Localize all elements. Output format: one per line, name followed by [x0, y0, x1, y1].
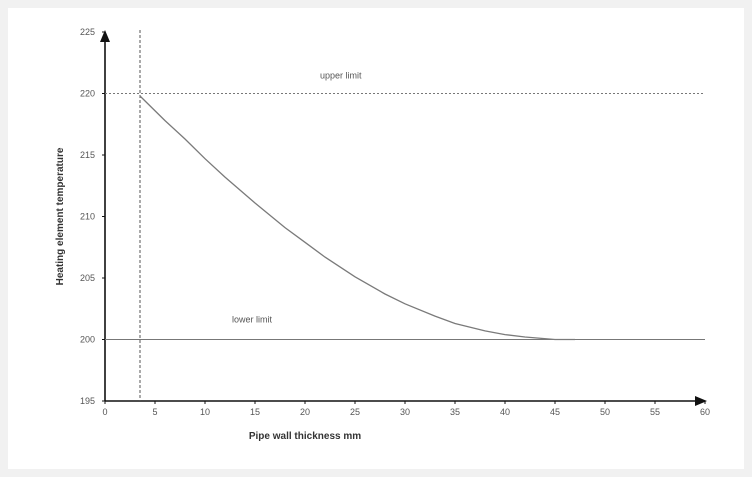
x-tick-labels: 0 5 10 15 20 25 30 35 40 45 50 55 60	[102, 401, 710, 417]
y-tick-label: 205	[80, 273, 95, 283]
chart-frame: 0 5 10 15 20 25 30 35 40 45 50 55 60 195 200 205 210 215…	[8, 8, 744, 469]
lower-limit-label: lower limit	[232, 315, 273, 325]
x-tick-label: 35	[450, 407, 460, 417]
y-tick-label: 215	[80, 150, 95, 160]
temperature-curve	[139, 95, 575, 341]
chart-svg: 0 5 10 15 20 25 30 35 40 45 50 55 60 195 200 205 210 215…	[55, 27, 710, 442]
x-tick-label: 5	[152, 407, 157, 417]
x-tick-label: 20	[300, 407, 310, 417]
y-tick-label: 225	[80, 27, 95, 37]
upper-limit-label: upper limit	[320, 71, 362, 81]
x-tick-label: 10	[200, 407, 210, 417]
y-axis-arrow-icon	[100, 30, 110, 42]
y-tick-label: 220	[80, 89, 95, 99]
x-tick-label: 50	[600, 407, 610, 417]
x-tick-label: 15	[250, 407, 260, 417]
x-tick-label: 25	[350, 407, 360, 417]
x-tick-label: 0	[102, 407, 107, 417]
x-tick-label: 40	[500, 407, 510, 417]
x-axis-title: Pipe wall thickness mm	[249, 431, 361, 442]
y-tick-label: 200	[80, 335, 95, 345]
y-tick-label: 195	[80, 396, 95, 406]
x-tick-label: 30	[400, 407, 410, 417]
axes	[100, 30, 707, 406]
x-tick-label: 45	[550, 407, 560, 417]
x-axis-arrow-icon	[695, 396, 707, 406]
y-tick-labels: 195 200 205 210 215 220 225	[80, 27, 105, 406]
y-tick-label: 210	[80, 212, 95, 222]
y-axis-title: Heating element temperature	[55, 147, 66, 285]
x-tick-label: 60	[700, 407, 710, 417]
x-tick-label: 55	[650, 407, 660, 417]
